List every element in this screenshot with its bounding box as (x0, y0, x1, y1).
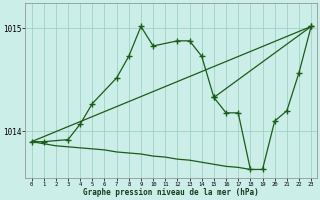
X-axis label: Graphe pression niveau de la mer (hPa): Graphe pression niveau de la mer (hPa) (84, 188, 259, 197)
